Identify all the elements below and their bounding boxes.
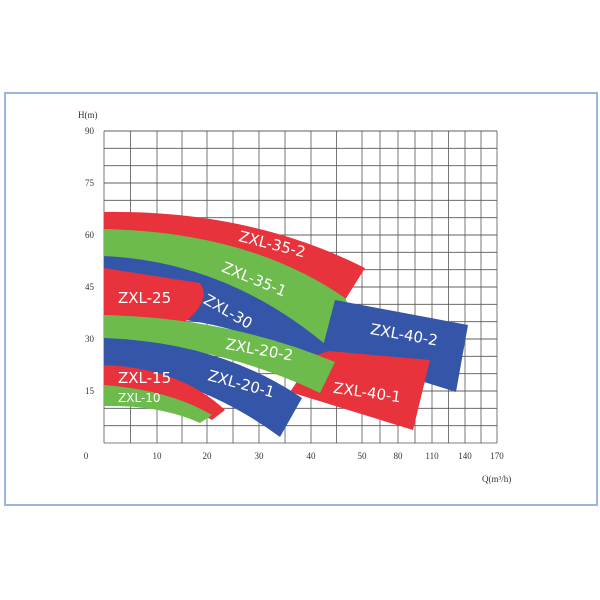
region [104, 268, 204, 322]
x-tick-label: 50 [358, 451, 368, 461]
y-tick-label: 90 [85, 126, 95, 136]
x-tick-label: 0 [84, 451, 89, 461]
y-tick-label: 30 [85, 334, 95, 344]
x-tick-label: 30 [255, 451, 265, 461]
region [322, 300, 468, 392]
region [104, 385, 212, 423]
y-tick-label: 45 [85, 282, 95, 292]
x-tick-label: 40 [307, 451, 317, 461]
region [104, 229, 360, 352]
region-label: ZXL-10 [118, 391, 161, 405]
y-axis-title: H(m) [78, 110, 98, 120]
y-tick-label: 15 [85, 386, 95, 396]
y-tick-label: 60 [85, 230, 95, 240]
x-tick-label: 80 [394, 451, 404, 461]
x-axis-title: Q(m³/h) [482, 474, 511, 484]
x-tick-label: 10 [153, 451, 163, 461]
x-tick-label: 20 [203, 451, 213, 461]
regions: ZXL-35-2ZXL-35-1ZXL-40-2ZXL-40-1ZXL-30ZX… [104, 211, 468, 437]
region-label: ZXL-25 [118, 289, 171, 307]
x-tick-label: 140 [458, 451, 472, 461]
region-label: ZXL-15 [118, 369, 171, 387]
x-tick-label: 110 [425, 451, 439, 461]
x-tick-label: 170 [490, 451, 504, 461]
y-tick-label: 75 [85, 178, 95, 188]
region [104, 315, 335, 393]
region [104, 338, 302, 437]
